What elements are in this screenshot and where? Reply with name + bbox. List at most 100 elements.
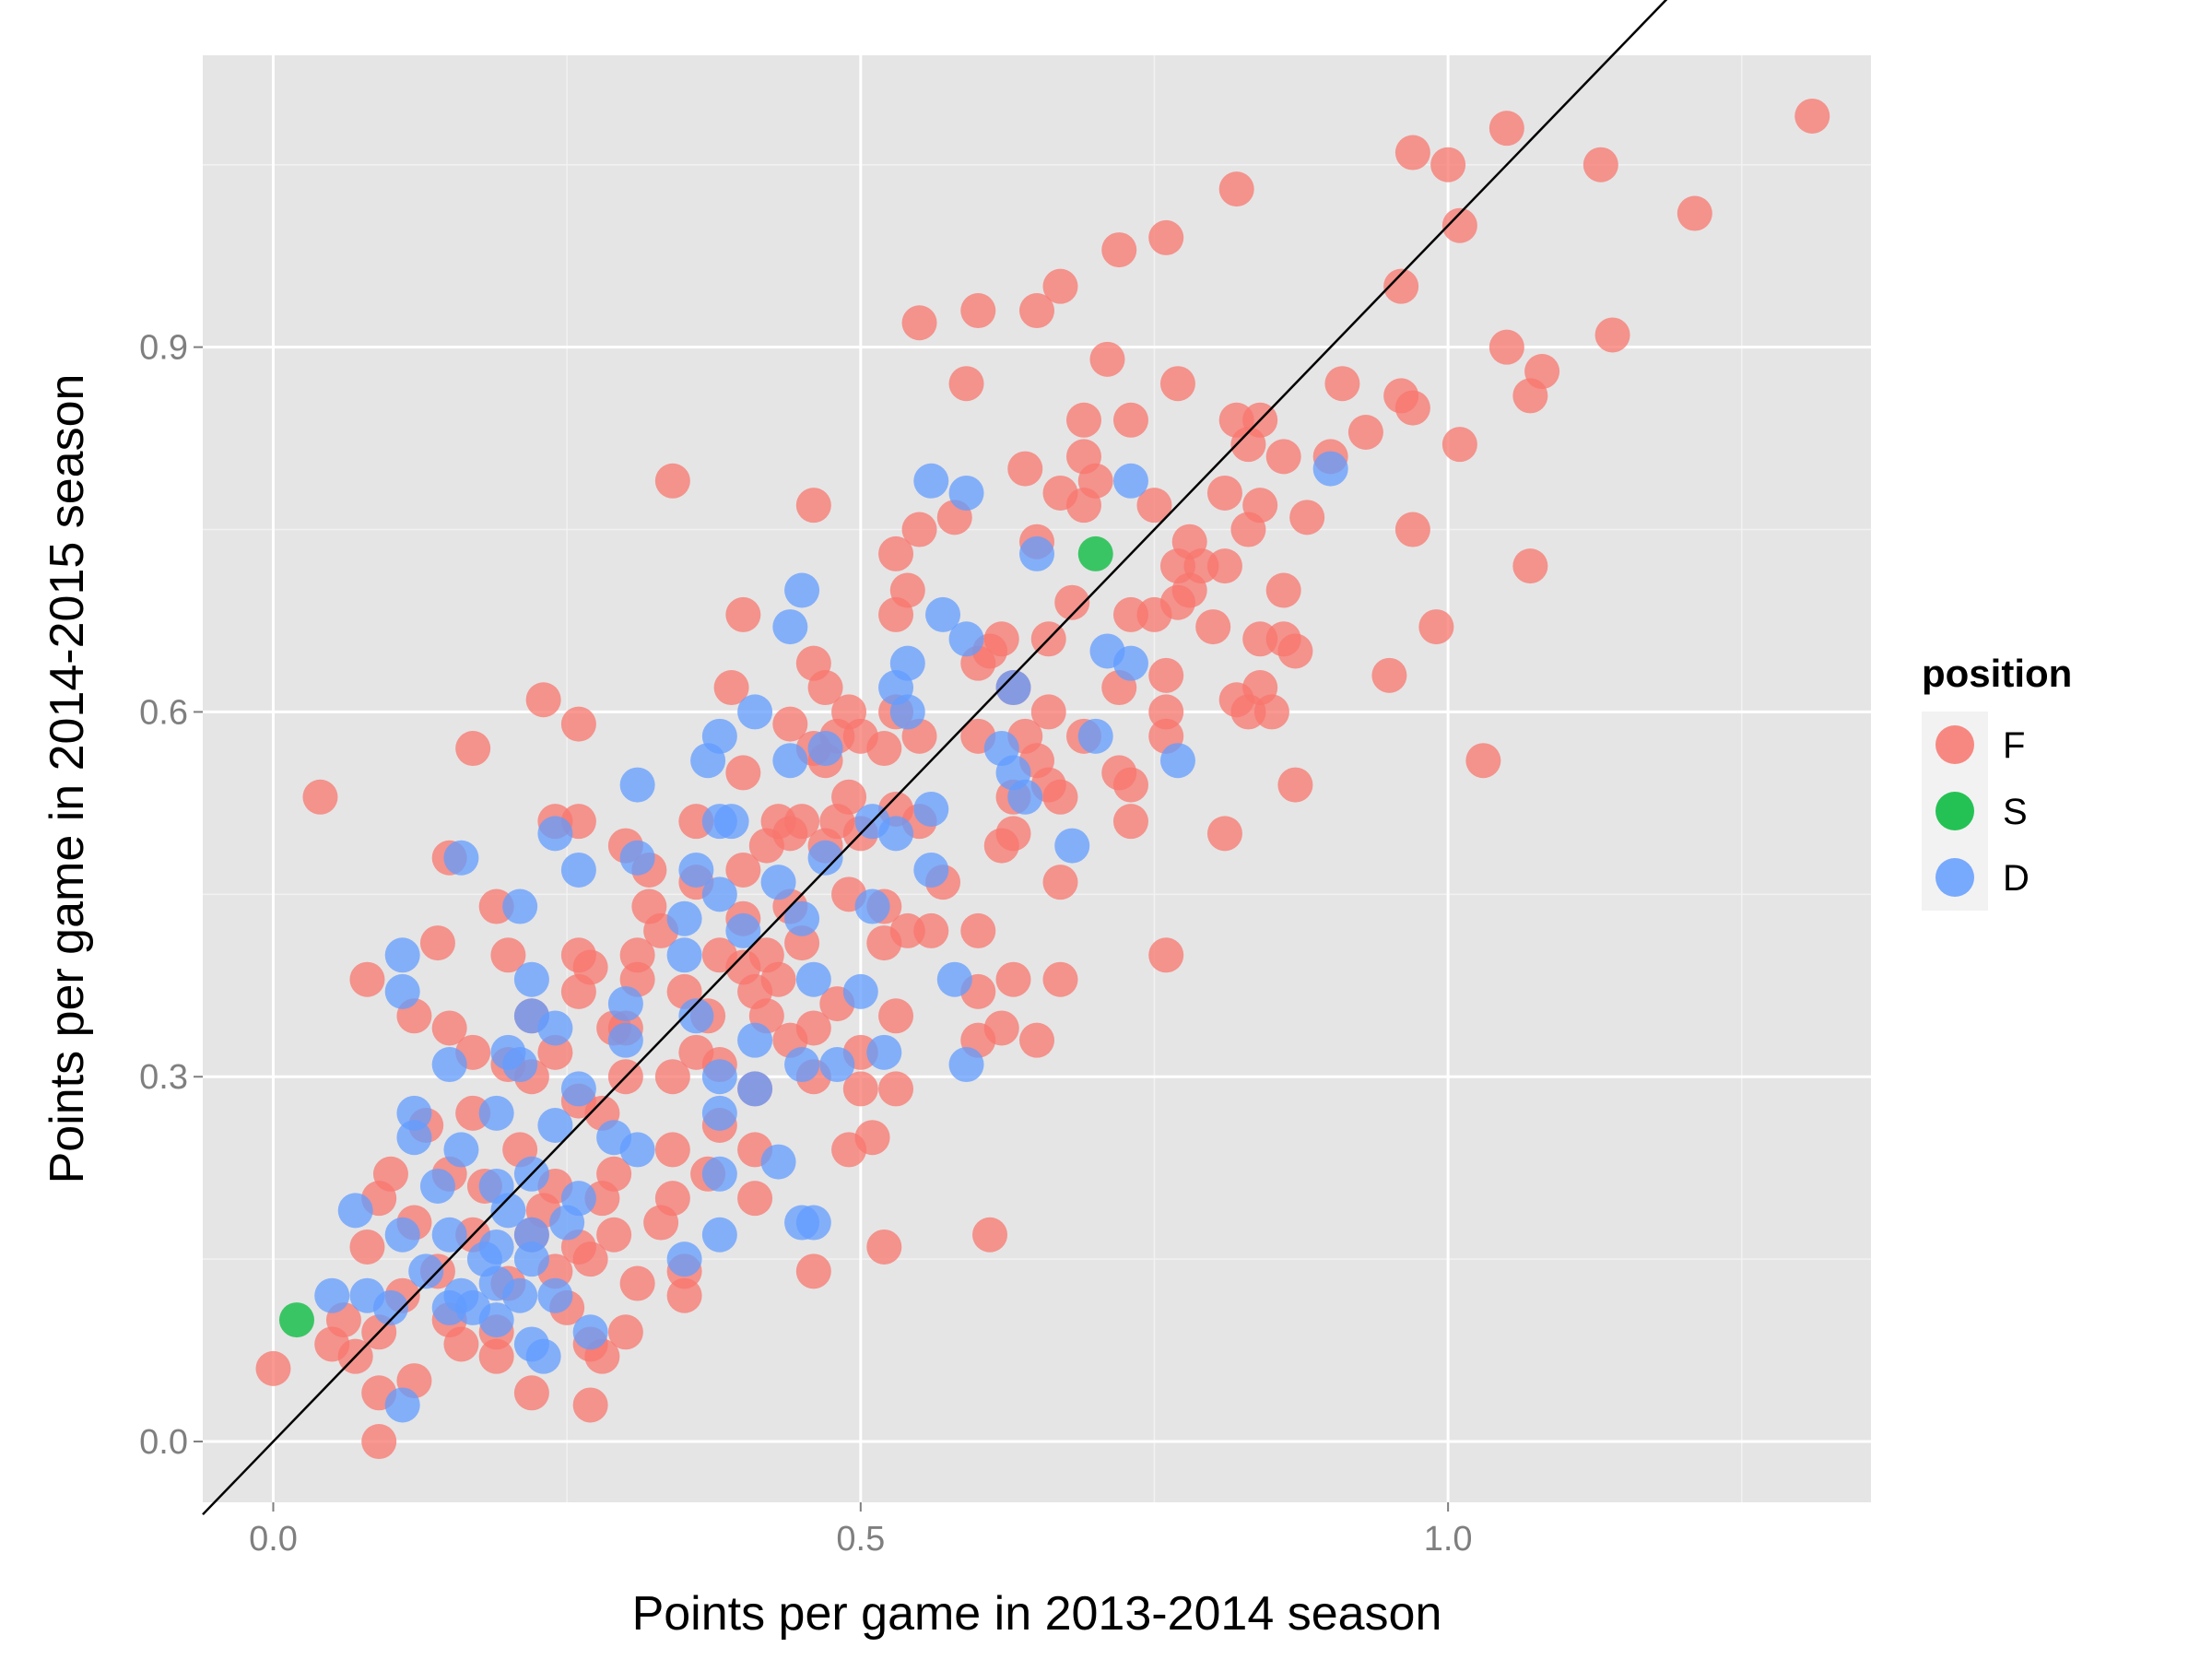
point-F xyxy=(866,925,902,961)
point-D xyxy=(513,1241,549,1277)
point-D xyxy=(925,596,961,632)
point-F xyxy=(901,305,937,341)
point-D xyxy=(619,840,655,876)
y-axis-title: Points per game in 2014-2015 season xyxy=(41,374,94,1184)
point-D xyxy=(678,852,714,888)
point-F xyxy=(1065,488,1101,524)
point-D xyxy=(701,804,737,840)
point-D xyxy=(784,900,820,936)
point-D xyxy=(795,961,831,997)
point-D xyxy=(701,1156,737,1192)
point-D xyxy=(384,937,420,973)
point-D xyxy=(666,937,702,973)
point-D xyxy=(502,888,538,924)
point-D xyxy=(314,1277,350,1313)
x-tick-label: 0.5 xyxy=(836,1520,885,1559)
point-D xyxy=(1077,718,1113,754)
point-F xyxy=(960,293,996,329)
point-F xyxy=(1324,366,1360,402)
point-D xyxy=(913,463,949,499)
point-F xyxy=(349,961,385,997)
point-F xyxy=(1148,219,1184,255)
point-F xyxy=(1394,135,1430,171)
point-F xyxy=(1794,98,1830,134)
point-F xyxy=(866,731,902,767)
point-F xyxy=(654,463,690,499)
reference-line xyxy=(202,0,1668,1516)
point-D xyxy=(502,1047,538,1083)
point-D xyxy=(666,1241,702,1277)
point-F xyxy=(831,1132,867,1168)
y-tick-label: 0.3 xyxy=(139,1058,188,1097)
point-D xyxy=(807,840,843,876)
point-F xyxy=(1054,584,1090,620)
x-tick-label: 1.0 xyxy=(1424,1520,1473,1559)
point-F xyxy=(1030,694,1066,730)
point-F xyxy=(1101,232,1137,268)
point-F xyxy=(948,366,984,402)
point-D xyxy=(866,1034,902,1070)
point-F xyxy=(619,937,655,973)
point-F xyxy=(560,973,596,1009)
legend-key-D xyxy=(1936,858,1974,897)
point-D xyxy=(819,1047,855,1083)
point-F xyxy=(725,755,761,791)
point-F xyxy=(596,1217,632,1253)
point-F xyxy=(1112,804,1148,840)
legend-key-S xyxy=(1936,792,1974,830)
point-D xyxy=(760,1144,796,1180)
point-F xyxy=(878,998,914,1034)
point-F xyxy=(995,961,1031,997)
point-D xyxy=(490,1193,526,1229)
point-D xyxy=(913,852,949,888)
data-points xyxy=(255,98,1830,1460)
point-F xyxy=(1277,767,1313,803)
point-D xyxy=(1312,451,1348,487)
point-F xyxy=(643,1205,679,1241)
point-F xyxy=(1195,609,1231,645)
point-D xyxy=(478,1095,514,1131)
point-S xyxy=(278,1302,314,1338)
point-F xyxy=(361,1424,397,1460)
point-D xyxy=(443,840,479,876)
point-F xyxy=(901,512,937,547)
point-F xyxy=(560,706,596,742)
point-F xyxy=(1441,207,1477,243)
point-F xyxy=(1441,427,1477,463)
point-F xyxy=(1206,475,1242,511)
point-D xyxy=(502,1277,538,1313)
legend-label-F: F xyxy=(2003,725,2025,766)
point-D xyxy=(619,1132,655,1168)
point-D xyxy=(537,816,573,852)
point-F xyxy=(983,1010,1019,1046)
point-F xyxy=(419,925,455,961)
point-F xyxy=(784,925,820,961)
point-F xyxy=(654,1132,690,1168)
point-D xyxy=(384,973,420,1009)
point-D xyxy=(913,791,949,827)
point-F xyxy=(795,1253,831,1289)
point-F xyxy=(1042,865,1078,900)
legend-title: position xyxy=(1922,652,2072,695)
point-D xyxy=(513,961,549,997)
point-F xyxy=(1418,609,1454,645)
point-F xyxy=(1019,293,1054,329)
point-F xyxy=(1019,1022,1054,1058)
point-F xyxy=(478,1338,514,1374)
point-F xyxy=(1265,572,1301,608)
point-D xyxy=(737,1022,773,1058)
point-D xyxy=(666,900,702,936)
point-D xyxy=(549,1205,585,1241)
point-F xyxy=(1289,500,1325,535)
point-D xyxy=(560,852,596,888)
point-D xyxy=(760,865,796,900)
point-F xyxy=(1148,937,1184,973)
point-F xyxy=(572,1387,608,1423)
point-F xyxy=(1089,341,1125,377)
point-F xyxy=(1277,633,1313,669)
point-D xyxy=(1159,743,1195,779)
point-F xyxy=(1218,682,1254,718)
point-D xyxy=(607,986,643,1022)
point-F xyxy=(443,1326,479,1362)
